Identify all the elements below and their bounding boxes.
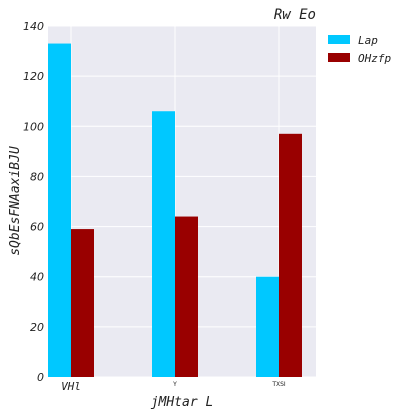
y-tick-label: 100 (23, 120, 44, 133)
legend: Lap OHzfp (328, 34, 391, 65)
bars (48, 43, 302, 378)
bar-OHzfp-VHl (71, 229, 94, 377)
bar-Lap-VHl (48, 43, 71, 378)
y-tick-label: 0 (37, 371, 44, 384)
legend-swatch-OHzfp (328, 53, 350, 62)
bar-Lap-Y (152, 111, 175, 377)
bar-Lap-TXSI (256, 276, 279, 377)
legend-swatch-Lap (328, 35, 350, 44)
legend-label: Lap (358, 34, 378, 47)
legend-label: OHzfp (358, 52, 391, 65)
y-tick-label: 40 (30, 271, 44, 284)
y-axis-label: sQbEsFNAaxiBJU (8, 146, 23, 256)
y-ticks: 0 20 40 60 80 100 120 140 (23, 20, 44, 384)
x-ticks: VHl Y TXSI (61, 380, 286, 393)
y-tick-label: 80 (30, 170, 44, 183)
x-axis-label: jMHtar L (151, 395, 214, 410)
x-tick-label: VHl (61, 380, 81, 393)
y-tick-label: 60 (30, 221, 44, 234)
bar-OHzfp-TXSI (279, 133, 302, 377)
y-tick-label: 120 (23, 70, 44, 83)
bar-OHzfp-Y (175, 216, 198, 377)
chart-title: Rw Eo (274, 7, 316, 23)
y-tick-label: 140 (23, 20, 44, 33)
x-tick-label: Y (172, 381, 177, 388)
y-tick-label: 20 (30, 321, 44, 334)
x-tick-label: TXSI (271, 381, 286, 388)
